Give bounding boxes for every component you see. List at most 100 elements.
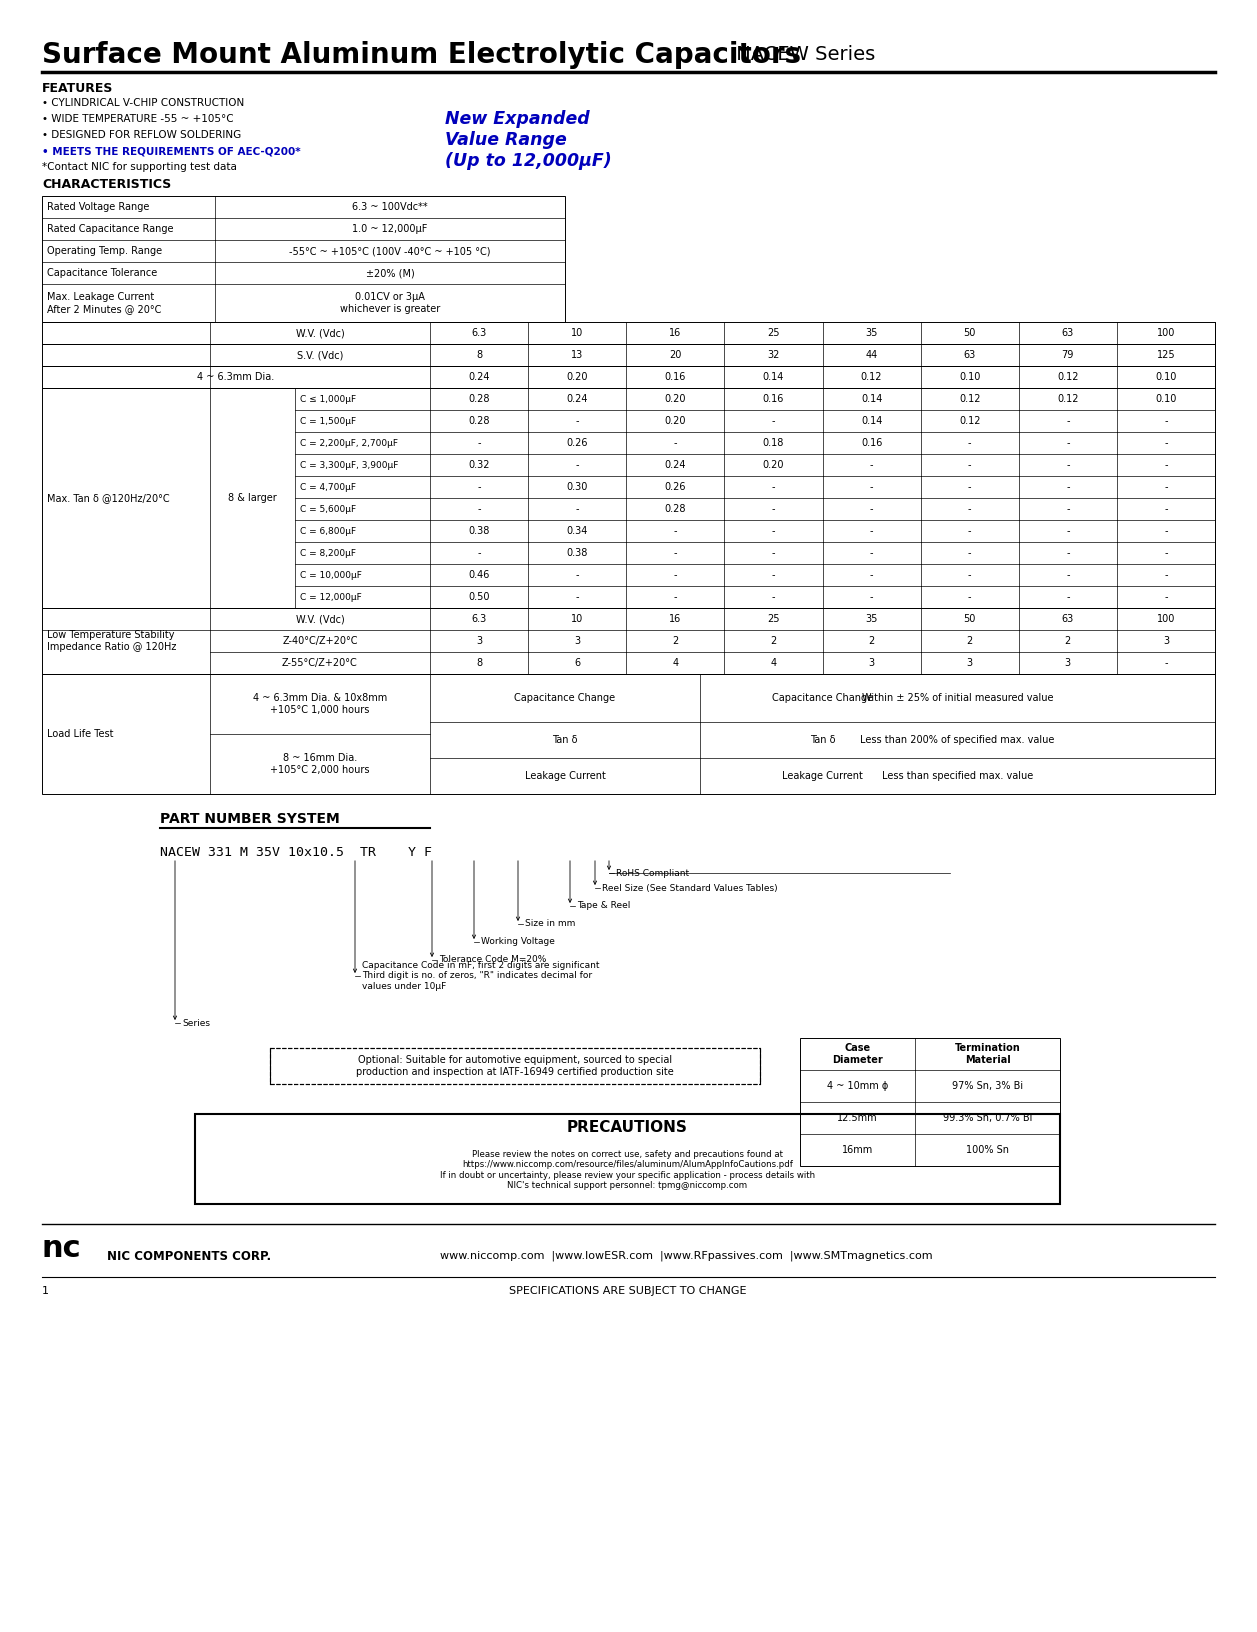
Text: Leakage Current: Leakage Current [524,770,606,782]
Text: 0.12: 0.12 [1057,393,1079,405]
Text: 35: 35 [865,328,877,338]
Bar [41,388,1216,609]
Bar [41,344,1216,366]
Text: Max. Tan δ @120Hz/20°C: Max. Tan δ @120Hz/20°C [47,493,170,503]
Bar [195,1115,1060,1204]
Text: PRECAUTIONS: PRECAUTIONS [567,1121,688,1136]
Text: -: - [1164,437,1168,449]
Text: 0.50: 0.50 [469,592,490,602]
Text: 97% Sn, 3% Bi: 97% Sn, 3% Bi [952,1080,1023,1092]
Text: 2: 2 [967,636,973,646]
Text: 100% Sn: 100% Sn [965,1146,1009,1155]
Text: 1: 1 [41,1286,49,1296]
Text: -: - [968,481,972,491]
Text: -: - [870,570,874,579]
Bar [799,1038,1060,1165]
Text: S.V. (Vdc): S.V. (Vdc) [297,349,343,361]
Text: C ≤ 1,000μF: C ≤ 1,000μF [300,395,356,403]
Text: 3: 3 [476,636,483,646]
Text: Max. Leakage Current
After 2 Minutes @ 20°C: Max. Leakage Current After 2 Minutes @ 2… [47,292,161,313]
Text: 0.32: 0.32 [469,460,490,470]
Text: 0.20: 0.20 [665,416,686,426]
Text: -: - [772,548,776,558]
Text: 125: 125 [1156,349,1175,361]
Text: -: - [1164,504,1168,514]
Text: -: - [674,592,678,602]
Text: -: - [870,504,874,514]
Text: 0.01CV or 3μA
whichever is greater: 0.01CV or 3μA whichever is greater [339,292,440,313]
Text: 0.14: 0.14 [763,372,784,382]
Text: C = 3,300μF, 3,900μF: C = 3,300μF, 3,900μF [300,460,398,470]
Text: Capacitance Change: Capacitance Change [514,694,616,703]
Text: -: - [674,437,678,449]
Text: 3: 3 [1065,658,1071,667]
Text: -: - [772,481,776,491]
Text: -: - [576,504,579,514]
Text: 1.0 ~ 12,000μF: 1.0 ~ 12,000μF [352,224,427,233]
Text: PART NUMBER SYSTEM: PART NUMBER SYSTEM [160,813,339,826]
Text: 16: 16 [669,614,681,623]
Text: • CYLINDRICAL V-CHIP CONSTRUCTION: • CYLINDRICAL V-CHIP CONSTRUCTION [41,98,244,108]
Text: Please review the notes on correct use, safety and precautions found at
https://: Please review the notes on correct use, … [440,1151,815,1190]
Text: -: - [674,570,678,579]
Bar [41,322,1216,344]
Text: 2: 2 [869,636,875,646]
Text: 2: 2 [771,636,777,646]
Text: 50: 50 [964,614,975,623]
Text: -: - [576,416,579,426]
Text: -: - [1066,504,1070,514]
Text: -: - [576,460,579,470]
Text: 3: 3 [1163,636,1169,646]
Text: Within ± 25% of initial measured value: Within ± 25% of initial measured value [862,694,1053,703]
Text: 2: 2 [672,636,679,646]
Text: Surface Mount Aluminum Electrolytic Capacitors: Surface Mount Aluminum Electrolytic Capa… [41,41,801,69]
Text: 6.3: 6.3 [471,328,486,338]
Text: -: - [478,504,481,514]
Text: Load Life Test: Load Life Test [47,730,113,739]
Text: • MEETS THE REQUIREMENTS OF AEC-Q200*: • MEETS THE REQUIREMENTS OF AEC-Q200* [41,145,300,157]
Text: New Expanded
Value Range
(Up to 12,000μF): New Expanded Value Range (Up to 12,000μF… [445,109,612,170]
Text: www.niccomp.com  |www.lowESR.com  |www.RFpassives.com  |www.SMTmagnetics.com: www.niccomp.com |www.lowESR.com |www.RFp… [440,1250,933,1262]
Text: -: - [576,592,579,602]
Text: Less than 200% of specified max. value: Less than 200% of specified max. value [860,734,1055,744]
Text: Low Temperature Stability
Impedance Ratio @ 120Hz: Low Temperature Stability Impedance Rati… [47,630,176,651]
Text: -: - [1164,658,1168,667]
Text: 0.28: 0.28 [665,504,686,514]
Text: -: - [674,526,678,535]
Text: Termination
Material: Termination Material [954,1043,1021,1064]
Text: C = 1,500μF: C = 1,500μF [300,416,356,426]
Text: CHARACTERISTICS: CHARACTERISTICS [41,178,171,191]
Text: Tan δ: Tan δ [810,734,835,744]
Text: Rated Capacitance Range: Rated Capacitance Range [47,224,173,233]
Text: 0.14: 0.14 [861,393,882,405]
Text: 0.16: 0.16 [861,437,882,449]
Text: 0.18: 0.18 [763,437,784,449]
Text: 0.38: 0.38 [567,548,588,558]
Text: 10: 10 [571,614,583,623]
Text: 0.12: 0.12 [959,393,980,405]
Text: -: - [1066,460,1070,470]
Text: -: - [1066,548,1070,558]
Text: 35: 35 [865,614,877,623]
Text: 0.34: 0.34 [567,526,588,535]
Text: -: - [772,592,776,602]
Text: 0.10: 0.10 [1155,372,1177,382]
Text: 0.16: 0.16 [763,393,784,405]
Text: 0.12: 0.12 [861,372,882,382]
Text: -: - [674,548,678,558]
Text: -: - [1164,592,1168,602]
Text: 13: 13 [571,349,583,361]
Text: 8: 8 [476,658,483,667]
Text: -: - [1164,548,1168,558]
Text: Working Voltage: Working Voltage [481,937,554,947]
Text: Z-55°C/Z+20°C: Z-55°C/Z+20°C [282,658,358,667]
Text: 10: 10 [571,328,583,338]
Text: Operating Temp. Range: Operating Temp. Range [47,246,162,256]
Text: 0.20: 0.20 [665,393,686,405]
Text: 3: 3 [869,658,875,667]
Text: 25: 25 [767,328,779,338]
Text: 0.26: 0.26 [665,481,686,491]
Text: 25: 25 [767,614,779,623]
Text: 0.30: 0.30 [567,481,588,491]
Text: ±20% (M): ±20% (M) [366,268,415,277]
